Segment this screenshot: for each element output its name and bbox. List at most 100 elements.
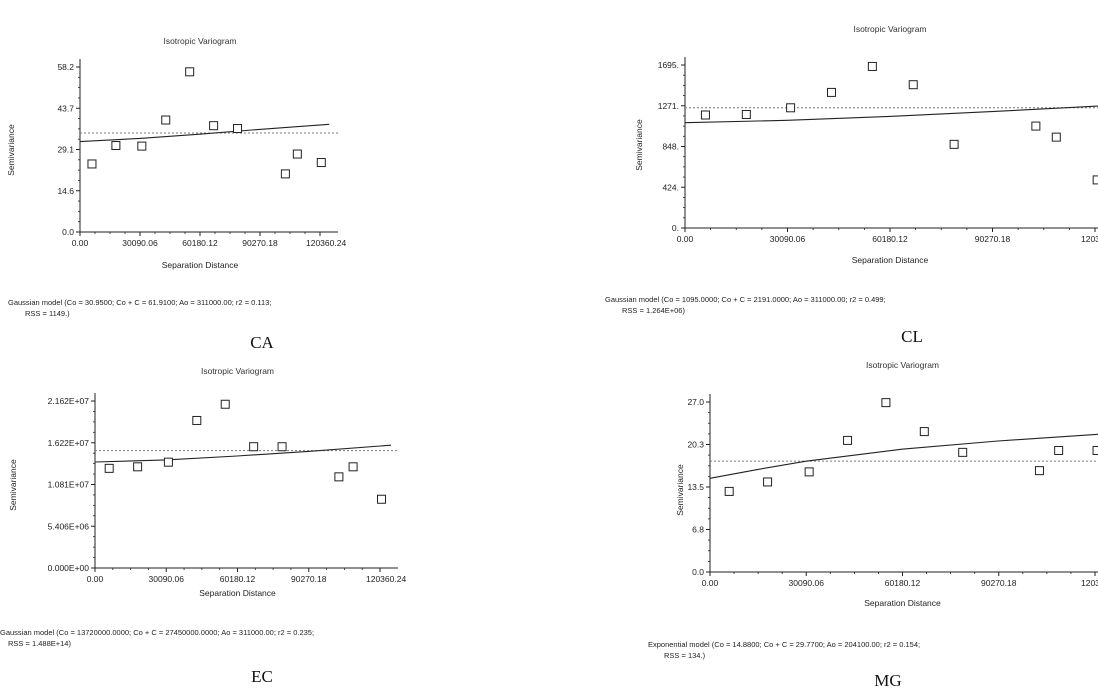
data-point: [137, 141, 147, 151]
y-tick-label: 27.0: [687, 397, 704, 407]
x-tick-label: 0.00: [677, 234, 694, 244]
y-tick-label: 0.: [672, 223, 679, 233]
y-axis-label: Semivariance: [6, 124, 16, 176]
model-summary: Gaussian model (Co = 30.9500; Co + C = 6…: [8, 298, 271, 307]
data-point: [377, 494, 387, 504]
y-tick-label: 0.000E+00: [48, 563, 90, 573]
panel-caption: CA: [250, 333, 274, 352]
panel-caption: MG: [874, 671, 901, 690]
x-tick-label: 60180.12: [220, 574, 256, 584]
data-point: [1054, 445, 1064, 455]
chart-title: Isotropic Variogram: [853, 24, 926, 34]
model-rss: RSS = 1.488E+14): [8, 639, 71, 648]
data-point: [763, 477, 773, 487]
data-point: [804, 467, 814, 477]
chart-ec: Isotropic Variogram 0.000E+00 5.406E+06 1.0…: [0, 366, 406, 686]
data-point: [919, 427, 929, 437]
x-axis-label: Separation Distance: [162, 260, 239, 270]
data-point: [867, 61, 877, 71]
data-point: [334, 472, 344, 482]
data-point: [104, 463, 114, 473]
x-tick-label: 30090.06: [122, 238, 158, 248]
data-point: [348, 462, 358, 472]
data-point: [87, 159, 97, 169]
x-tick-label: 90270.18: [291, 574, 327, 584]
data-point: [786, 103, 796, 113]
model-curve: [709, 433, 1098, 479]
x-axis-label: Separation Distance: [864, 598, 941, 608]
x-tick-label: 90270.18: [975, 234, 1011, 244]
y-tick-label: 1.081E+07: [48, 480, 90, 490]
panel-caption: CL: [901, 327, 923, 346]
y-tick-label: 43.7: [57, 103, 74, 113]
model-curve: [79, 123, 330, 143]
x-tick-label: 90270.18: [981, 578, 1017, 588]
y-axis-label: Semivariance: [8, 459, 18, 511]
data-point: [1092, 175, 1098, 185]
chart-cl: Isotropic Variogram 0. 424. 848. 1271. 1695. 0…: [605, 24, 1098, 346]
model-summary: Gaussian model (Co = 1095.0000; Co + C =…: [605, 295, 886, 304]
chart-title: Isotropic Variogram: [163, 36, 236, 46]
y-tick-label: 29.1: [57, 145, 74, 155]
y-tick-label: 0.0: [692, 567, 704, 577]
x-tick-label: 120360.24: [1081, 234, 1098, 244]
data-point: [192, 415, 202, 425]
data-point: [163, 457, 173, 467]
y-tick-label: 1695.: [658, 60, 679, 70]
data-point: [209, 121, 219, 131]
model-summary: Gaussian model (Co = 13720000.0000; Co +…: [0, 628, 314, 637]
y-axis-label: Semivariance: [634, 119, 644, 171]
data-point: [881, 398, 891, 408]
x-tick-label: 120360.24: [366, 574, 406, 584]
x-tick-label: 60180.12: [885, 578, 921, 588]
data-point: [1092, 445, 1098, 455]
data-point: [724, 486, 734, 496]
model-rss: RSS = 134.): [664, 651, 706, 660]
data-point: [700, 110, 710, 120]
x-tick-label: 120360.24: [1081, 578, 1098, 588]
y-tick-label: 1.622E+07: [48, 438, 90, 448]
model-curve: [94, 444, 392, 463]
x-tick-label: 0.00: [72, 238, 89, 248]
y-tick-label: 13.5: [687, 482, 704, 492]
panel-caption: EC: [251, 667, 273, 686]
data-point: [1034, 466, 1044, 476]
chart-ca: Isotropic Variogram 0.0 14.6 29.1 43.7 58.2 0.…: [6, 36, 346, 352]
data-point: [161, 115, 171, 125]
data-point: [233, 124, 243, 134]
data-point: [220, 399, 230, 409]
y-tick-label: 6.8: [692, 525, 704, 535]
y-tick-label: 14.6: [57, 186, 74, 196]
y-tick-label: 1271.: [658, 101, 679, 111]
x-tick-label: 30090.06: [149, 574, 185, 584]
data-point: [741, 110, 751, 120]
x-tick-label: 30090.06: [770, 234, 806, 244]
data-point: [1031, 121, 1041, 131]
y-tick-label: 5.406E+06: [48, 521, 90, 531]
data-point: [826, 87, 836, 97]
data-point: [949, 139, 959, 149]
y-tick-label: 58.2: [57, 62, 74, 72]
model-rss: RSS = 1.264E+06): [622, 306, 685, 315]
data-point: [277, 442, 287, 452]
y-tick-label: 0.0: [62, 227, 74, 237]
model-rss: RSS = 1149.): [25, 309, 70, 318]
x-tick-label: 120360.24: [306, 238, 346, 248]
x-tick-label: 60180.12: [872, 234, 908, 244]
y-axis-label: Semivariance: [675, 464, 685, 516]
x-axis-label: Separation Distance: [199, 588, 276, 598]
data-point: [958, 447, 968, 457]
chart-title: Isotropic Variogram: [201, 366, 274, 376]
x-tick-label: 60180.12: [182, 238, 218, 248]
data-point: [1051, 132, 1061, 142]
data-point: [249, 442, 259, 452]
data-point: [111, 141, 121, 151]
x-axis-label: Separation Distance: [852, 255, 929, 265]
y-tick-label: 848.: [662, 142, 679, 152]
y-tick-label: 424.: [662, 182, 679, 192]
chart-title: Isotropic Variogram: [866, 360, 939, 370]
data-point: [908, 80, 918, 90]
y-tick-label: 20.3: [687, 440, 704, 450]
x-tick-label: 0.00: [87, 574, 104, 584]
